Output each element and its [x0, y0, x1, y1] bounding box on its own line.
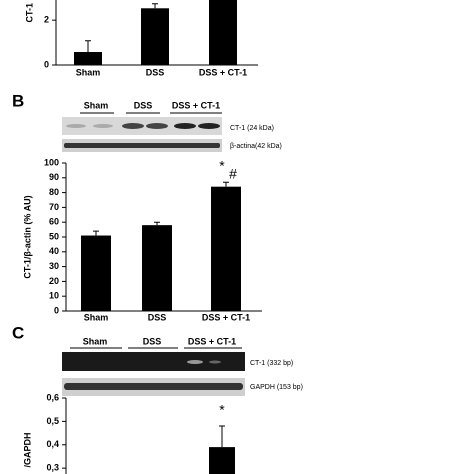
y-tick-label: 90 [49, 172, 59, 182]
error-bar [85, 40, 91, 52]
y-tick-label: 50 [49, 231, 59, 241]
annotation: * [219, 158, 225, 174]
y-axis-label: /GAPDH [22, 432, 32, 467]
panel-label: C [12, 323, 24, 342]
x-tick-label: DSS + CT-1 [199, 67, 247, 77]
y-tick-label: 2 [44, 15, 49, 25]
x-tick-label: DSS [148, 312, 167, 322]
x-tick-label: DSS [146, 67, 165, 77]
blot-b [62, 112, 222, 152]
bar [74, 52, 102, 65]
y-tick-label: 40 [49, 246, 59, 256]
y-tick-label: 0,5 [46, 416, 59, 426]
y-axis-label: CT-1/β-actin (% AU) [22, 195, 32, 278]
bar [209, 0, 237, 65]
y-tick-label: 0,6 [46, 392, 59, 402]
row-label: CT-1 (24 kDa) [230, 125, 274, 132]
bar [209, 447, 235, 474]
annotation: * [219, 402, 225, 418]
bar [141, 8, 169, 66]
error-bar [93, 230, 99, 236]
y-tick-label: 80 [49, 187, 59, 197]
y-tick-label: 60 [49, 217, 59, 227]
error-bar [219, 425, 225, 448]
y-tick-label: 100 [44, 157, 59, 167]
y-tick-label: 10 [49, 291, 59, 301]
lane-label: DSS + CT-1 [188, 336, 236, 346]
panel [62, 162, 262, 312]
bar [81, 235, 111, 311]
y-axis-label: CT-1 ( [24, 0, 34, 23]
x-tick-label: DSS + CT-1 [202, 312, 250, 322]
panel [52, 0, 258, 66]
lane-label: DSS + CT-1 [172, 100, 220, 110]
row-label: β-actina(42 kDa) [230, 143, 282, 150]
row-label: CT-1 (332 bp) [250, 360, 293, 367]
bar [142, 225, 172, 311]
x-tick-label: Sham [84, 312, 109, 322]
y-tick-label: 0,4 [46, 439, 59, 449]
lane-label: Sham [84, 100, 109, 110]
y-tick-label: 0 [44, 59, 49, 69]
bar [211, 186, 241, 311]
blot-c [62, 347, 245, 396]
error-bar [154, 221, 160, 226]
panel-label: B [12, 91, 24, 110]
y-tick-label: 0,3 [46, 463, 59, 473]
panel [62, 397, 235, 474]
error-bar [223, 181, 229, 187]
y-tick-label: 30 [49, 261, 59, 271]
y-tick-label: 20 [49, 276, 59, 286]
lane-label: DSS [143, 336, 162, 346]
error-bar [152, 3, 158, 9]
y-tick-label: 70 [49, 202, 59, 212]
x-tick-label: Sham [76, 67, 101, 77]
row-label: GAPDH (153 bp) [250, 384, 303, 391]
annotation: # [229, 166, 237, 182]
lane-label: DSS [134, 100, 153, 110]
lane-label: Sham [83, 336, 108, 346]
y-tick-label: 0 [54, 305, 59, 315]
